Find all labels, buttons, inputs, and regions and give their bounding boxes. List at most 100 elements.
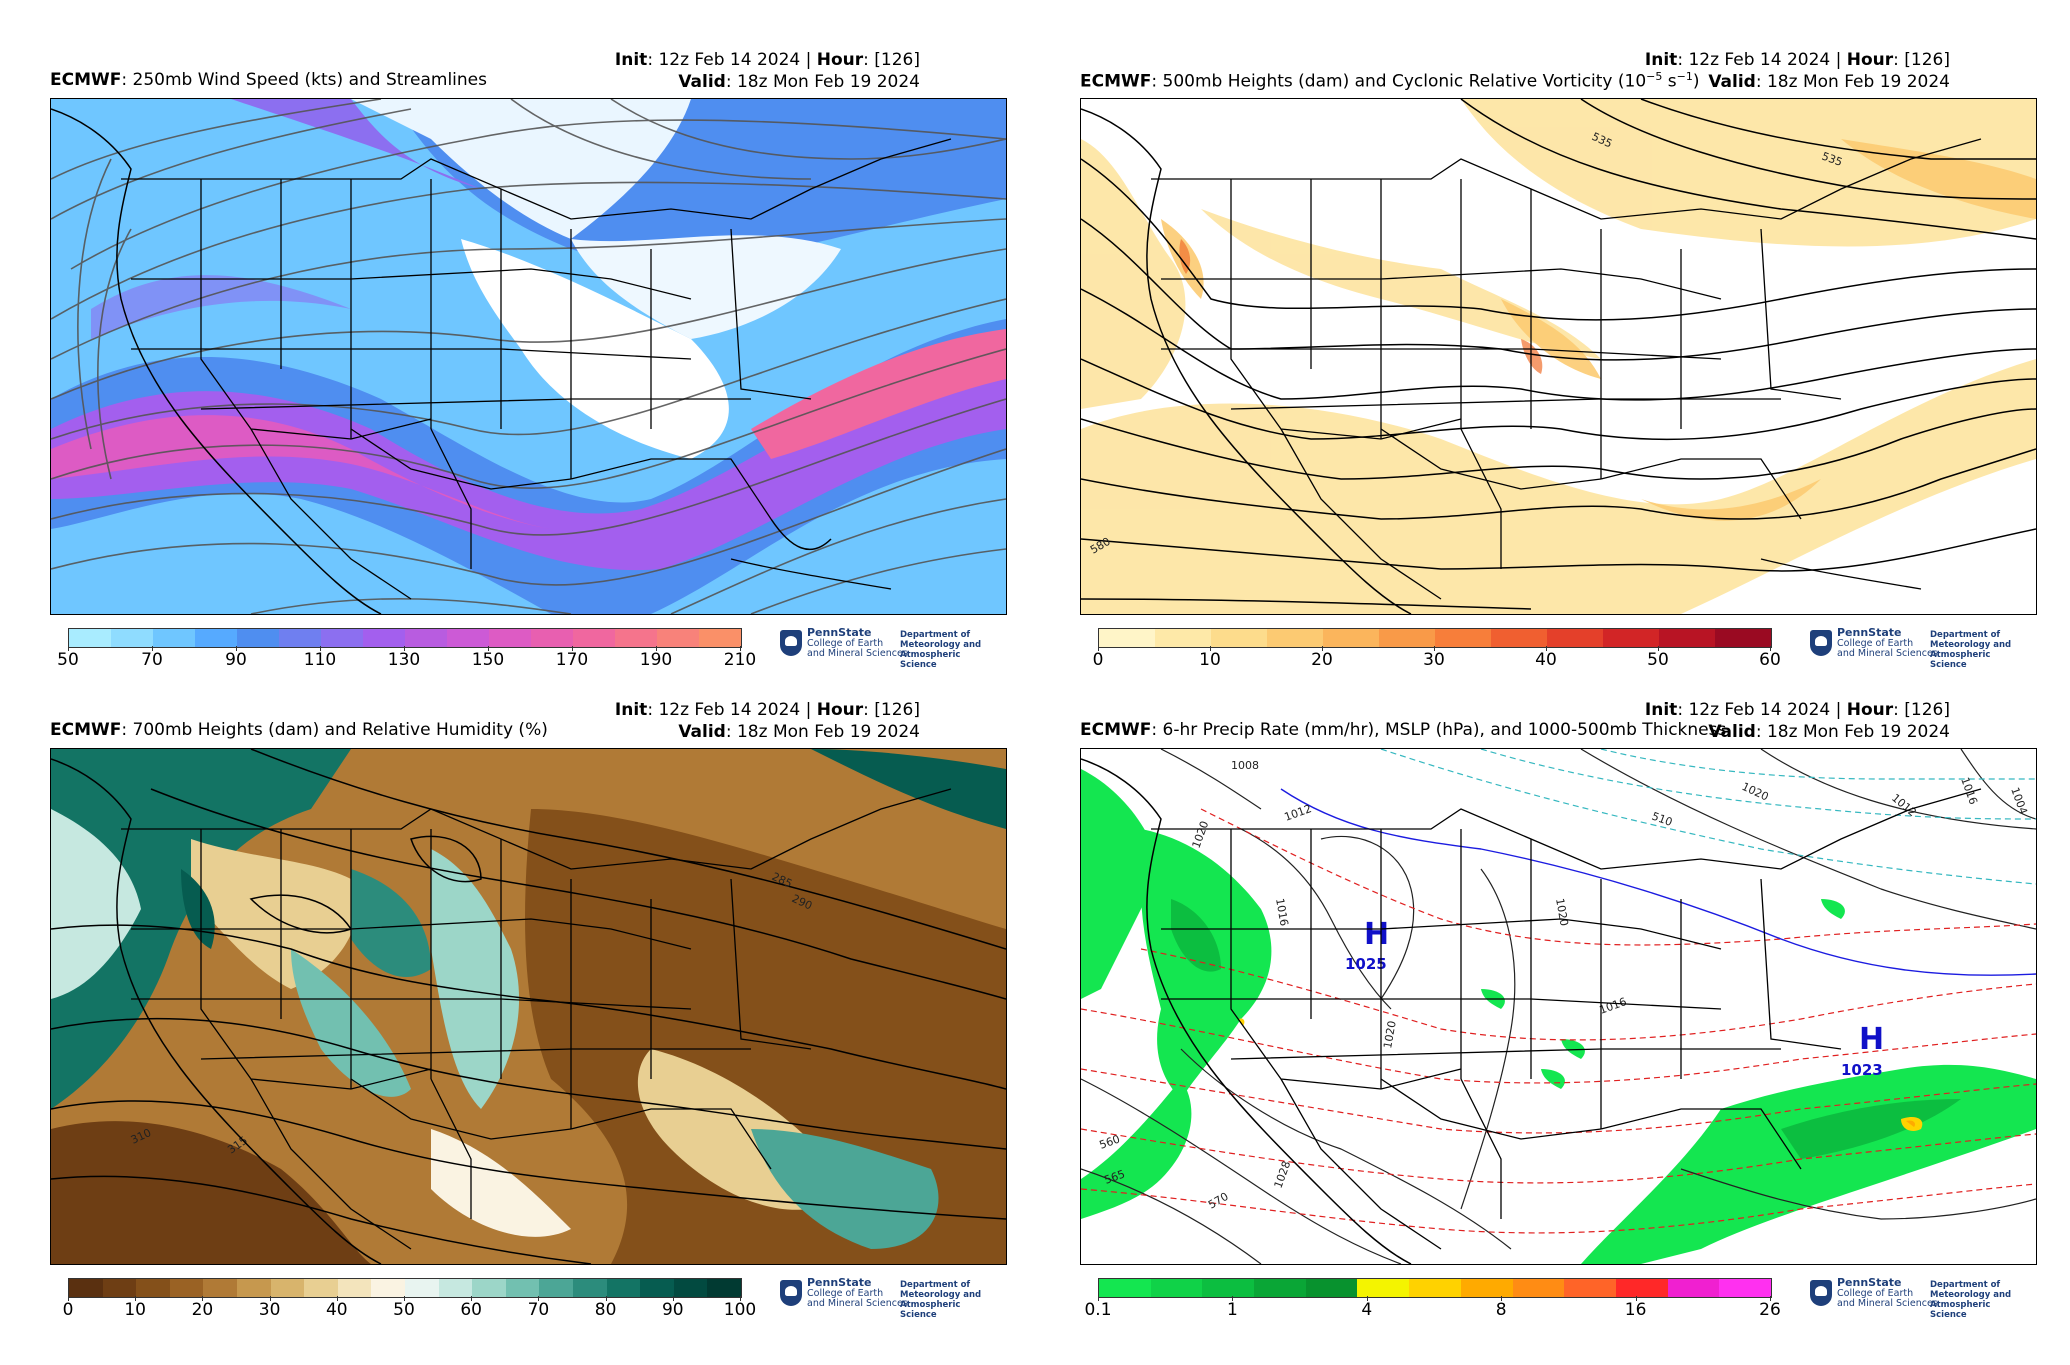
colorbar-tick-mark xyxy=(538,1296,540,1301)
pennstate-shield-icon xyxy=(1810,1280,1832,1306)
colorbar-tick-label: 210 xyxy=(723,650,757,670)
colorbar-tick-mark xyxy=(202,1296,204,1301)
colorbar-tick-label: 130 xyxy=(387,650,421,670)
colorbar-swatch xyxy=(1211,629,1267,647)
valid-line: Valid: 18z Mon Feb 19 2024 xyxy=(678,72,920,92)
init-line: Init: 12z Feb 14 2024 | Hour: [126] xyxy=(1644,50,1950,70)
title-text: : 250mb Wind Speed (kts) and Streamlines xyxy=(121,70,487,90)
colorbar-tick-mark xyxy=(336,1296,338,1301)
colorbar-tick-label: 0.1 xyxy=(1084,1300,1112,1320)
colorbar-swatch xyxy=(673,1279,708,1297)
colorbar-swatch xyxy=(405,629,447,647)
panel-500mb-vorticity: Init: 12z Feb 14 2024 | Hour: [126] Vali… xyxy=(1030,0,2037,670)
colorbar-swatch xyxy=(1323,629,1379,647)
colorbar-swatch xyxy=(279,629,321,647)
colorbar-tick-label: 70 xyxy=(527,1300,550,1320)
map-500mb: 535 535 580 xyxy=(1080,98,2037,615)
colorbar-tick-label: 90 xyxy=(225,650,247,670)
valid-line: Valid: 18z Mon Feb 19 2024 xyxy=(1708,72,1950,92)
colorbar-tick-label: 10 xyxy=(1199,650,1221,670)
colorbar-tick-label: 30 xyxy=(1423,650,1445,670)
colorbar-tick-label: 20 xyxy=(191,1300,214,1320)
colorbar-tick-mark xyxy=(740,1296,741,1301)
colorbar-swatch xyxy=(111,629,153,647)
colorbar-tick-label: 0 xyxy=(1092,650,1104,670)
colorbar-500mb xyxy=(1098,628,1772,648)
colorbar-250mb xyxy=(68,628,742,648)
colorbar-swatch xyxy=(1719,1279,1771,1297)
colorbar-swatch xyxy=(1603,629,1659,647)
colorbar-tick-label: 16 xyxy=(1624,1300,1647,1320)
contour-label: 1020 xyxy=(1381,1020,1399,1050)
colorbar-tick-mark xyxy=(1322,646,1323,651)
colorbar-ticks-250mb: 50 70 90 110 130 150 170 190 210 xyxy=(57,646,756,672)
colorbar-swatch xyxy=(1491,629,1547,647)
colorbar-tick-label: 100 xyxy=(723,1300,757,1320)
colorbar-swatch xyxy=(1615,1279,1668,1297)
init-label: Init xyxy=(614,50,648,70)
colorbar-swatch xyxy=(640,1279,674,1297)
colorbar-tick-mark xyxy=(1635,1296,1637,1301)
colorbar-tick-mark xyxy=(656,646,657,651)
colorbar-swatch xyxy=(1512,1279,1565,1297)
colorbar-swatch xyxy=(169,1279,204,1297)
colorbar-swatch xyxy=(1409,1279,1461,1297)
colorbar-swatch xyxy=(321,629,363,647)
colorbar-precip xyxy=(1098,1278,1772,1298)
colorbar-tick-mark xyxy=(1210,646,1211,651)
model-name: ECMWF xyxy=(50,70,122,90)
colorbar-tick-label: 80 xyxy=(594,1300,617,1320)
colorbar-tick-mark xyxy=(1434,646,1435,651)
colorbar-tick-mark xyxy=(605,1296,607,1301)
colorbar-swatch xyxy=(1379,629,1435,647)
panel-title: ECMWF: 700mb Heights (dam) and Relative … xyxy=(50,720,548,740)
colorbar-swatch xyxy=(699,629,741,647)
colorbar-swatch xyxy=(1667,1279,1720,1297)
colorbar-tick-label: 60 xyxy=(460,1300,483,1320)
colorbar-tick-mark xyxy=(68,1296,69,1301)
map-700mb: 285 290 310 315 xyxy=(50,748,1007,1265)
colorbar-swatch xyxy=(404,1279,439,1297)
colorbar-swatch xyxy=(304,1279,338,1297)
colorbar-swatch xyxy=(1460,1279,1513,1297)
colorbar-tick-mark xyxy=(1546,646,1547,651)
colorbar-swatch xyxy=(1547,629,1603,647)
colorbar-swatch xyxy=(1099,629,1155,647)
colorbar-tick-mark xyxy=(320,646,321,651)
panel-title: ECMWF: 6-hr Precip Rate (mm/hr), MSLP (h… xyxy=(1080,720,1727,740)
colorbar-tick-mark xyxy=(152,646,153,651)
colorbar-tick-label: 10 xyxy=(124,1300,147,1320)
colorbar-swatch xyxy=(531,629,573,647)
valid-label: Valid xyxy=(678,72,726,92)
colorbar-tick-mark xyxy=(1770,646,1771,651)
contour-label: 1016 xyxy=(1273,897,1291,927)
panel-title: ECMWF: 500mb Heights (dam) and Cyclonic … xyxy=(1080,70,1700,92)
colorbar-700mb xyxy=(68,1278,742,1298)
colorbar-swatch xyxy=(615,629,657,647)
colorbar-swatch xyxy=(489,629,531,647)
colorbar-swatch xyxy=(1435,629,1491,647)
colorbar-swatch xyxy=(438,1279,473,1297)
colorbar-tick-mark xyxy=(1658,646,1659,651)
colorbar-tick-label: 60 xyxy=(1759,650,1781,670)
hour-value: : [126] xyxy=(863,50,920,70)
colorbar-tick-mark xyxy=(1098,1296,1099,1301)
colorbar-tick-mark xyxy=(1770,1296,1771,1301)
valid-line: Valid: 18z Mon Feb 19 2024 xyxy=(678,722,920,742)
valid-value: : 18z Mon Feb 19 2024 xyxy=(725,72,920,92)
colorbar-tick-mark xyxy=(1501,1296,1503,1301)
colorbar-swatch xyxy=(102,1279,137,1297)
colorbar-swatch xyxy=(1155,629,1211,647)
init-line: Init: 12z Feb 14 2024 | Hour: [126] xyxy=(1644,700,1950,720)
colorbar-swatch xyxy=(195,629,237,647)
high-pressure-marker: H xyxy=(1364,917,1389,952)
colorbar-swatch xyxy=(1099,1279,1151,1297)
colorbar-tick-mark xyxy=(1366,1296,1368,1301)
colorbar-swatch xyxy=(236,1279,271,1297)
hour-label: Hour xyxy=(816,50,864,70)
colorbar-tick-mark xyxy=(404,1296,405,1301)
colorbar-tick-label: 26 xyxy=(1759,1300,1781,1320)
pennstate-shield-icon xyxy=(780,630,802,656)
colorbar-tick-label: 190 xyxy=(639,650,673,670)
colorbar-tick-label: 90 xyxy=(661,1300,684,1320)
